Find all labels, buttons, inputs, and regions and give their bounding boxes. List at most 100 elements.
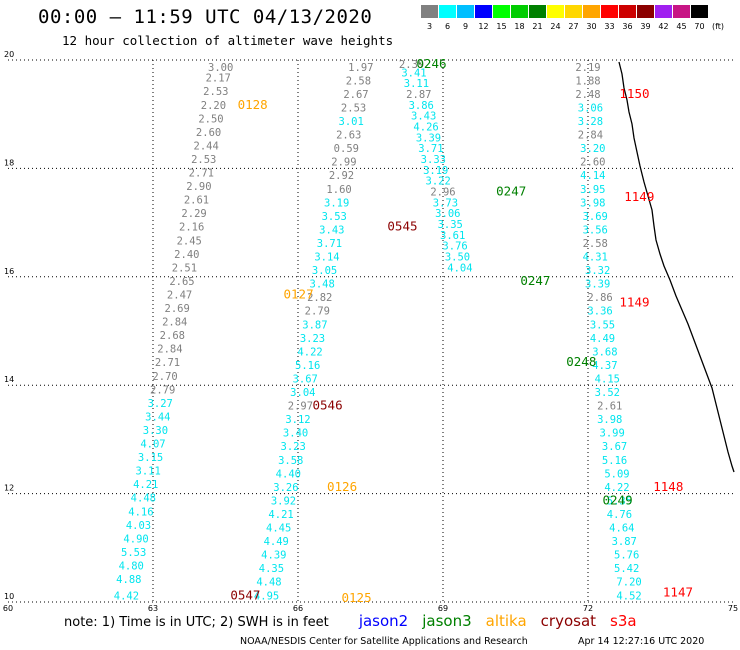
wave-height-label: 3.55 (590, 319, 615, 331)
wave-height-label: 3.39 (585, 279, 610, 291)
wave-height-label: 3.11 (136, 466, 161, 478)
wave-height-label: 3.69 (583, 211, 608, 223)
wave-height-label: 3.98 (580, 197, 605, 209)
wave-height-label: 3.98 (597, 414, 622, 426)
wave-height-label: 3.92 (271, 495, 296, 507)
x-tick-label: 60 (3, 604, 13, 613)
wave-height-label: 4.07 (140, 439, 165, 451)
legend-swatch (673, 5, 690, 18)
pass-time-label: 0249 (603, 492, 633, 507)
wave-height-label: 4.21 (133, 479, 158, 491)
footer-credit: NOAA/NESDIS Center for Satellite Applica… (240, 636, 528, 647)
satellite-legend: jason2 jason3 altika cryosat s3a (359, 612, 651, 630)
pass-time-label: 0127 (284, 286, 314, 301)
wave-height-label: 3.27 (148, 398, 173, 410)
wave-height-label: 1.97 (348, 62, 373, 74)
wave-height-label: 2.44 (194, 140, 219, 152)
legend-swatch (511, 5, 528, 18)
legend-unit: (ft) (711, 22, 725, 31)
wave-height-label: 5.76 (614, 550, 639, 562)
wave-height-label: 3.04 (290, 387, 315, 399)
pass-time-label: 0247 (496, 184, 526, 199)
wave-height-label: 3.33 (421, 154, 446, 166)
wave-height-label: 2.19 (575, 62, 600, 74)
legend-label: 12 (478, 22, 489, 31)
wave-height-label: 2.40 (174, 249, 199, 261)
wave-height-label: 4.64 (609, 523, 634, 535)
wave-height-label: 2.99 (331, 157, 356, 169)
wave-height-label: 3.26 (273, 482, 298, 494)
wave-height-label: 3.52 (595, 387, 620, 399)
legend-swatch (457, 5, 474, 18)
legend-label: 24 (550, 22, 561, 31)
wave-height-label: 2.53 (203, 86, 228, 98)
wave-height-label: 3.86 (409, 100, 434, 112)
wave-height-label: 4.22 (604, 482, 629, 494)
legend-label: 6 (444, 22, 451, 31)
wave-height-label: 4.35 (259, 563, 284, 575)
wave-height-label: 2.84 (162, 317, 187, 329)
pass-time-label: 0545 (387, 219, 417, 234)
wave-height-label: 3.43 (411, 111, 436, 123)
wave-height-label: 2.84 (157, 344, 182, 356)
wave-height-label: 2.68 (160, 330, 185, 342)
wave-height-label: 2.60 (196, 127, 221, 139)
pass-time-label: 1150 (619, 86, 649, 101)
wave-height-label: 3.58 (278, 455, 303, 467)
pass-time-label: 0248 (566, 354, 596, 369)
wave-height-label: 3.95 (580, 184, 605, 196)
wave-height-label: 5.42 (614, 563, 639, 575)
wave-height-label: 3.28 (578, 116, 603, 128)
wave-height-label: 3.44 (145, 411, 170, 423)
wave-height-label: 2.65 (169, 276, 194, 288)
wave-height-label: 4.42 (114, 590, 139, 602)
legend-swatch (619, 5, 636, 18)
wave-height-label: 2.61 (597, 401, 622, 413)
wave-height-label: 2.48 (575, 89, 600, 101)
wave-height-label: 4.45 (266, 523, 291, 535)
wave-height-label: 3.67 (293, 373, 318, 385)
wave-height-label: 2.60 (580, 157, 605, 169)
pass-time-label: 0246 (416, 56, 446, 71)
wave-height-label: 3.71 (317, 238, 342, 250)
y-tick-label: 18 (4, 158, 14, 167)
wave-height-label: 4.52 (616, 590, 641, 602)
chart-subtitle: 12 hour collection of altimeter wave hei… (62, 33, 394, 48)
wave-height-label: 2.86 (587, 292, 612, 304)
wave-height-label: 5.35 (607, 495, 632, 507)
legend-swatch (421, 5, 438, 18)
coastline (618, 61, 735, 473)
wave-height-label: 3.71 (418, 143, 443, 155)
wave-height-label: 3.41 (401, 67, 426, 79)
wave-height-label: 3.61 (440, 230, 465, 242)
wave-height-label: 4.15 (595, 373, 620, 385)
wave-height-label: 3.87 (302, 319, 327, 331)
wave-height-label: 2.87 (406, 89, 431, 101)
legend-label: 42 (658, 22, 669, 31)
wave-height-label: 2.53 (341, 102, 366, 114)
legend-label: 21 (532, 22, 543, 31)
wave-height-label: 4.31 (583, 252, 608, 264)
wave-height-label: 2.70 (152, 371, 177, 383)
wave-height-label: 3.05 (312, 265, 337, 277)
wave-height-label: 2.67 (343, 89, 368, 101)
wave-height-label: 2.61 (184, 195, 209, 207)
wave-height-label: 3.68 (592, 346, 617, 358)
y-tick-label: 12 (4, 484, 14, 493)
satellite-name: cryosat (540, 612, 597, 630)
satellite-name: s3a (610, 612, 637, 630)
satellite-name: jason3 (422, 612, 472, 630)
legend-label: 9 (462, 22, 469, 31)
wave-height-label: 2.71 (155, 357, 180, 369)
pass-time-label: 1149 (619, 295, 649, 310)
wave-height-label: 2.17 (206, 73, 231, 85)
footer-timestamp: Apr 14 12:27:16 UTC 2020 (578, 636, 705, 647)
wave-height-label: 3.56 (583, 224, 608, 236)
wave-height-label: 7.20 (616, 577, 641, 589)
wave-height-label: 3.73 (433, 197, 458, 209)
wave-height-label: 5.09 (604, 468, 629, 480)
wave-height-label: 2.92 (329, 170, 354, 182)
wave-height-label: 2.51 (172, 262, 197, 274)
wave-height-label: 5.16 (295, 360, 320, 372)
